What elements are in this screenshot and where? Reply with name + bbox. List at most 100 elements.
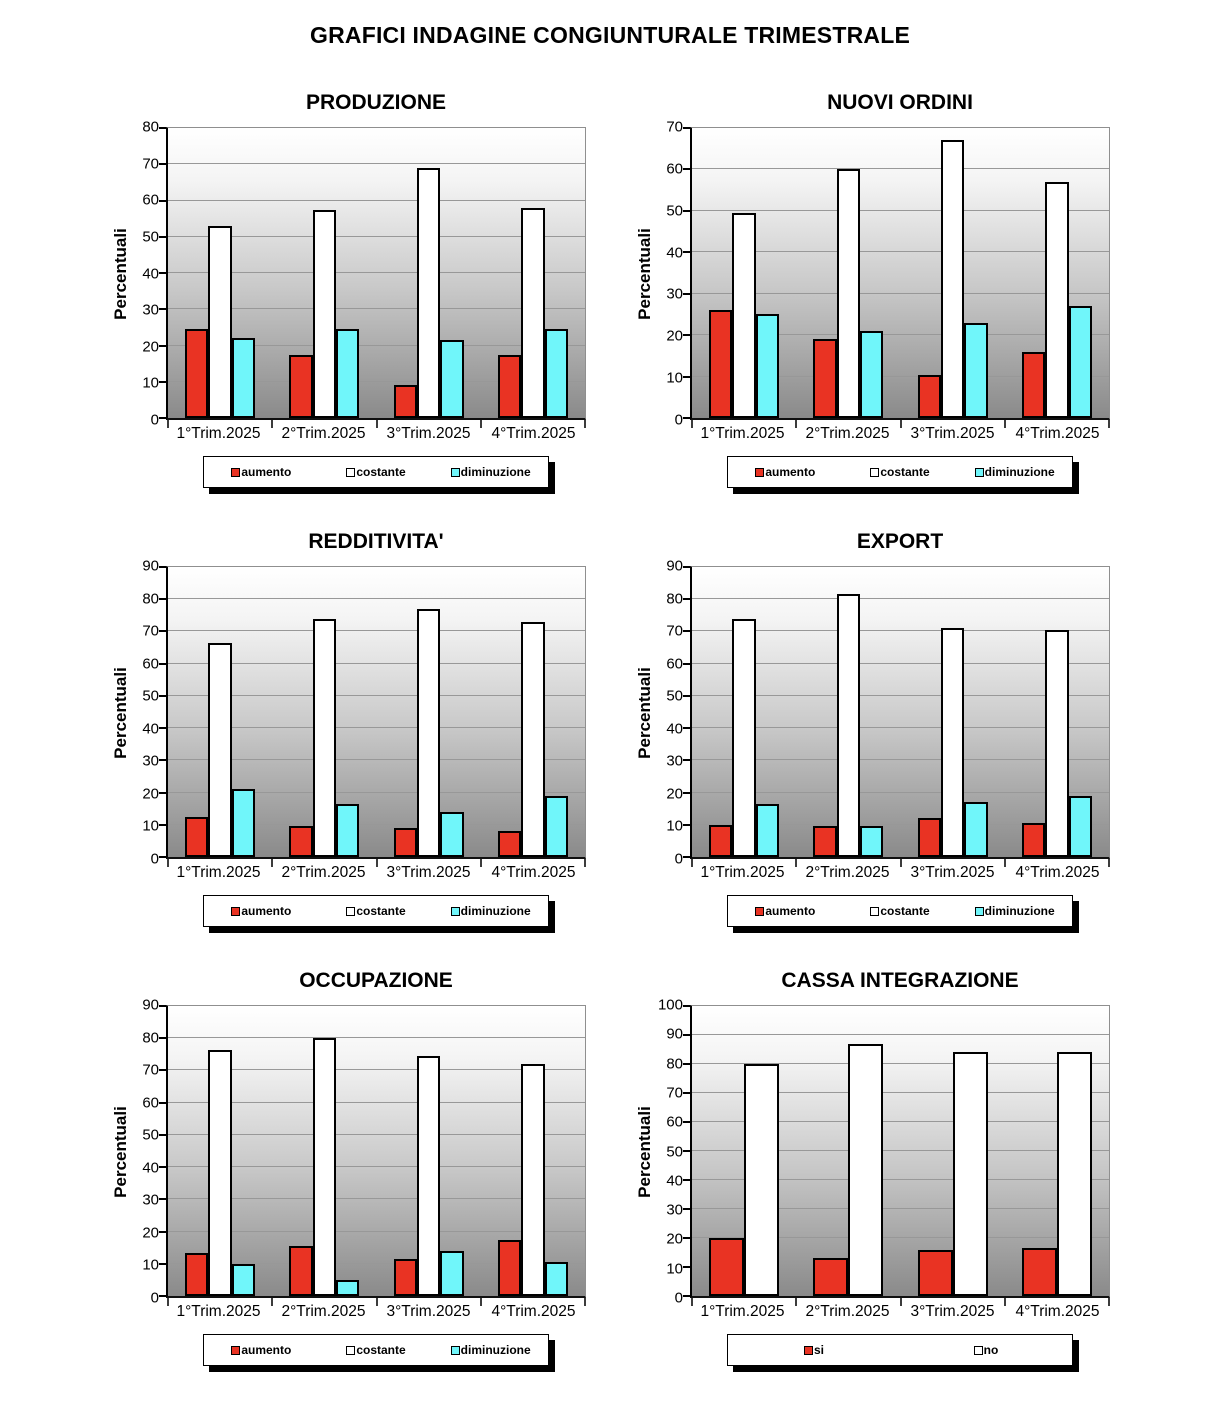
x-axis-category-label: 3°Trim.2025 [910, 1303, 995, 1320]
gridline [168, 272, 585, 273]
bar-diminuzione [231, 789, 256, 857]
bar-group [796, 567, 900, 857]
legend-item-diminuzione: diminuzione [433, 904, 548, 918]
x-axis-category-label: 2°Trim.2025 [805, 425, 890, 442]
gridline [168, 662, 585, 664]
bar-aumento [289, 826, 313, 857]
legend-marker-diminuzione [974, 906, 984, 916]
y-tick-label: 10 [666, 817, 683, 835]
x-axis-labels: 1°Trim.2025 2°Trim.2025 3°Trim.2025 4°Trim.… [690, 864, 1110, 882]
y-tick-mark [159, 1262, 166, 1265]
legend-item-aumento: aumento [204, 904, 319, 918]
legend-marker-costante [346, 1345, 356, 1355]
bar-aumento [1021, 351, 1046, 418]
legend-marker-costante [346, 467, 356, 477]
bar-diminuzione [1068, 795, 1092, 857]
x-axis-category-label: 3°Trim.2025 [910, 864, 995, 881]
y-tick-label: 70 [666, 118, 683, 136]
y-tick-label: 60 [666, 160, 683, 178]
y-tick-mark [159, 630, 166, 633]
x-tick-mark [584, 420, 586, 428]
x-tick-mark [1003, 859, 1006, 867]
gridline [692, 791, 1109, 793]
bar-group [796, 1006, 900, 1296]
y-tick-mark [159, 1166, 166, 1169]
gridline [168, 1133, 585, 1135]
bar-group [901, 1006, 1005, 1296]
y-tick-label: 80 [142, 1029, 159, 1047]
bar-group [901, 567, 1005, 857]
plot-area [683, 566, 1110, 867]
y-tick-label: 50 [142, 228, 159, 246]
x-tick-mark [1108, 1298, 1110, 1306]
x-axis-category-label: 1°Trim.2025 [176, 425, 261, 442]
legend: aumento costante diminuzione [203, 895, 549, 927]
gridline [692, 662, 1109, 664]
y-tick-label: 30 [142, 1191, 159, 1209]
y-tick-label: 20 [666, 1230, 683, 1248]
y-tick-mark [683, 1266, 690, 1268]
y-tick-mark [159, 1230, 166, 1233]
x-tick-mark [479, 859, 482, 867]
bar-costante [1045, 181, 1069, 418]
x-tick-mark [899, 1298, 902, 1306]
legend-marker-aumento [231, 467, 241, 477]
y-tick-mark [159, 759, 166, 762]
legend-item-costante: costante [319, 465, 434, 479]
x-tick-mark [899, 420, 902, 428]
x-axis-labels: 1°Trim.2025 2°Trim.2025 3°Trim.2025 4°Trim.… [166, 425, 586, 443]
bar-aumento [289, 354, 313, 418]
x-tick-mark [691, 859, 693, 867]
y-tick-mark [683, 662, 690, 665]
gridline [692, 209, 1109, 211]
x-tick-mark [167, 859, 169, 867]
x-tick-mark [1108, 420, 1110, 428]
legend-label: costante [356, 465, 406, 479]
y-tick-label: 0 [674, 850, 683, 868]
y-tick-mark [159, 127, 166, 129]
y-tick-label: 90 [142, 557, 159, 575]
bar-diminuzione [860, 826, 884, 857]
legend-label: aumento [241, 465, 292, 479]
gridline [692, 292, 1109, 294]
gridline [692, 694, 1109, 696]
y-tick-mark [159, 1005, 166, 1007]
x-axis-category-label: 2°Trim.2025 [281, 1303, 366, 1320]
y-tick-label: 70 [142, 1061, 159, 1079]
plot-area [159, 127, 586, 428]
y-axis-ticks: 0 10 20 30 40 50 60 70 80 90 [132, 559, 166, 867]
x-tick-mark [584, 1298, 586, 1306]
y-tick-label: 60 [142, 1094, 159, 1112]
bar-no [1056, 1052, 1092, 1296]
legend: aumento costante diminuzione [203, 1334, 549, 1366]
legend-marker-aumento [755, 906, 765, 916]
legend-marker-diminuzione [450, 1345, 460, 1355]
gridline [168, 823, 585, 825]
y-axis-label: Percentuali [111, 666, 130, 759]
bar-costante [312, 1038, 337, 1296]
bar-group [1005, 128, 1109, 418]
x-tick-mark [271, 1298, 274, 1306]
bar-group [377, 1006, 481, 1296]
bar-group [796, 128, 900, 418]
legend-label: costante [880, 904, 930, 918]
y-tick-mark [683, 694, 690, 697]
y-axis-label: Percentuali [111, 227, 130, 320]
y-tick-mark [683, 1063, 690, 1065]
gridline [692, 630, 1109, 632]
x-tick-mark [479, 420, 482, 428]
legend-item-no: no [900, 1343, 1072, 1357]
y-tick-mark [683, 1295, 690, 1297]
bar-group [168, 1006, 272, 1296]
legend-marker-si [803, 1345, 813, 1355]
y-tick-label: 40 [142, 265, 159, 282]
legend-wrap: aumento costante diminuzione [690, 895, 1110, 935]
bar-group [481, 128, 585, 418]
x-axis-category-label: 2°Trim.2025 [281, 425, 366, 442]
legend: aumento costante diminuzione [727, 895, 1073, 927]
chart-cassa-integrazione: CASSA INTEGRAZIONE Percentuali 0 10 20 30 40… [634, 969, 1110, 1374]
gridline [168, 791, 585, 793]
x-axis-labels: 1°Trim.2025 2°Trim.2025 3°Trim.2025 4°Trim.… [690, 1303, 1110, 1321]
y-tick-mark [159, 344, 166, 347]
bar-aumento [497, 1239, 522, 1296]
